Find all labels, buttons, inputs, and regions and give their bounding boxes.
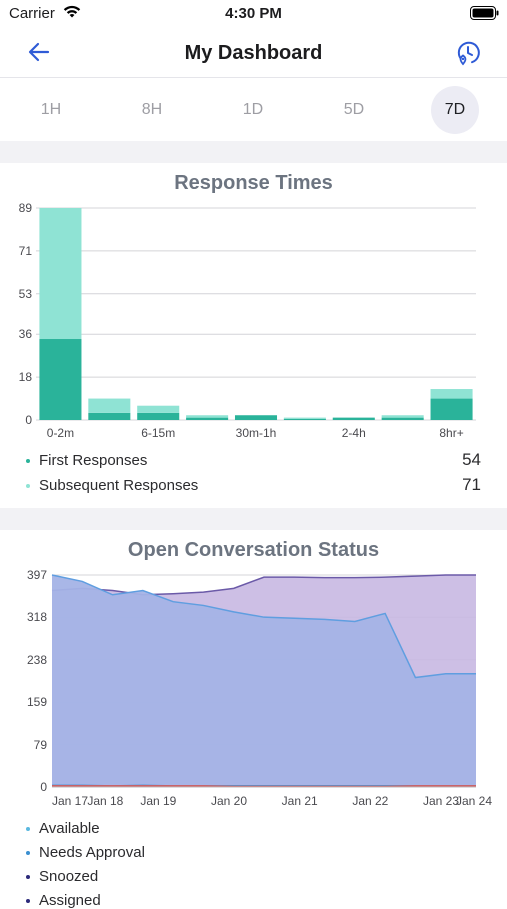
legend-subsequent-responses: Subsequent Responses — [26, 477, 198, 494]
y-tick-label: 36 — [19, 327, 33, 341]
response-times-chart: 0 18 36 53 71 89 0-2m 6-15m 30m-1h 2-4h 8hr+ — [19, 201, 476, 440]
y-tick-label: 53 — [19, 287, 33, 301]
y-tick-label: 318 — [27, 610, 47, 624]
line-assigned — [52, 785, 476, 788]
x-tick-label: Jan 21 — [282, 794, 318, 808]
response-times-title: Response Times — [174, 172, 333, 194]
tab-5d[interactable]: 5D — [343, 101, 365, 118]
x-tick-label: Jan 23 — [423, 794, 459, 808]
bar-first-responses — [39, 339, 82, 420]
back-arrow-icon[interactable] — [26, 40, 54, 69]
x-tick-label: Jan 18 — [87, 794, 123, 808]
x-tick-label: 6-15m — [141, 426, 175, 440]
time-range-tabs: 1H 8H 1D 5D 7D — [0, 79, 507, 141]
bar-first-responses — [332, 417, 375, 420]
bar-subsequent-responses — [39, 208, 82, 340]
legend-label: Assigned — [39, 892, 101, 909]
x-tick-label: Jan 20 — [211, 794, 247, 808]
bar-first-responses — [88, 412, 131, 420]
legend-dot — [26, 850, 30, 855]
legend-label: Needs Approval — [39, 844, 145, 861]
legend-first-responses: First Responses — [26, 452, 147, 469]
bar-first-responses — [186, 417, 229, 420]
y-tick-label: 238 — [27, 653, 47, 667]
bar-first-responses — [234, 415, 278, 420]
x-tick-label: Jan 17 — [52, 794, 88, 808]
y-tick-label: 71 — [19, 244, 33, 258]
bar-first-responses — [430, 398, 473, 420]
x-tick-label: 30m-1h — [236, 426, 277, 440]
bar-first-responses — [137, 412, 180, 420]
y-tick-label: 397 — [27, 568, 47, 582]
x-tick-label: Jan 22 — [352, 794, 388, 808]
tab-1h[interactable]: 1H — [40, 101, 62, 118]
wifi-icon — [62, 4, 82, 24]
x-tick-label: 8hr+ — [439, 426, 463, 440]
bar-subsequent-responses — [186, 415, 229, 418]
battery-icon — [470, 6, 500, 25]
bar-subsequent-responses — [88, 398, 131, 413]
open-conversation-chart: 0 79 159 238 318 397 Jan 17 Jan 18 Jan 19 Jan 20 J… — [27, 568, 492, 808]
legend-dot — [26, 458, 30, 463]
open-conversation-title: Open Conversation Status — [127, 539, 380, 561]
bar-subsequent-responses — [430, 389, 473, 399]
area-needs-approval — [52, 575, 476, 787]
bar-subsequent-responses — [381, 415, 424, 418]
status-time: 4:30 PM — [225, 5, 282, 22]
legend-needs-approval: Needs Approval — [26, 844, 145, 861]
x-tick-label: 2-4h — [342, 426, 366, 440]
bar-first-responses — [283, 418, 326, 420]
tab-8h[interactable]: 8H — [141, 101, 163, 118]
subsequent-responses-count: 71 — [462, 475, 481, 494]
legend-label: First Responses — [39, 452, 148, 469]
y-tick-label: 0 — [40, 780, 47, 794]
tab-7d[interactable]: 7D — [431, 86, 479, 134]
legend-label: Subsequent Responses — [39, 477, 199, 494]
line-needs-approval — [51, 574, 476, 679]
legend-dot — [26, 483, 30, 488]
legend-assigned: Assigned — [26, 892, 101, 909]
nav-bar: My Dashboard — [0, 30, 507, 78]
bar-first-responses — [381, 417, 424, 420]
x-tick-label: Jan 19 — [140, 794, 176, 808]
legend-label: Snoozed — [39, 868, 99, 885]
legend-dot — [26, 898, 30, 903]
legend-dot — [26, 874, 30, 879]
legend-snoozed: Snoozed — [26, 868, 98, 885]
section-divider — [0, 508, 507, 530]
history-clock-icon[interactable] — [453, 38, 483, 73]
carrier-label: Carrier — [9, 5, 55, 22]
line-snoozed — [51, 574, 476, 596]
x-tick-label: Jan 24 — [456, 794, 492, 808]
section-divider — [0, 141, 507, 163]
legend-dot — [26, 826, 30, 831]
y-tick-label: 159 — [27, 695, 47, 709]
legend-label: Available — [39, 820, 100, 837]
y-tick-label: 18 — [19, 370, 33, 384]
bar-subsequent-responses — [283, 417, 326, 419]
status-bar: Carrier 4:30 PM — [0, 0, 507, 30]
y-tick-label: 79 — [34, 738, 48, 752]
tab-1d[interactable]: 1D — [242, 101, 264, 118]
first-responses-count: 54 — [462, 450, 481, 469]
y-tick-label: 89 — [19, 201, 33, 215]
bar-subsequent-responses — [137, 405, 180, 413]
y-tick-label: 0 — [25, 413, 32, 427]
legend-available: Available — [26, 820, 100, 837]
x-tick-label: 0-2m — [47, 426, 74, 440]
page-title: My Dashboard — [184, 42, 323, 64]
